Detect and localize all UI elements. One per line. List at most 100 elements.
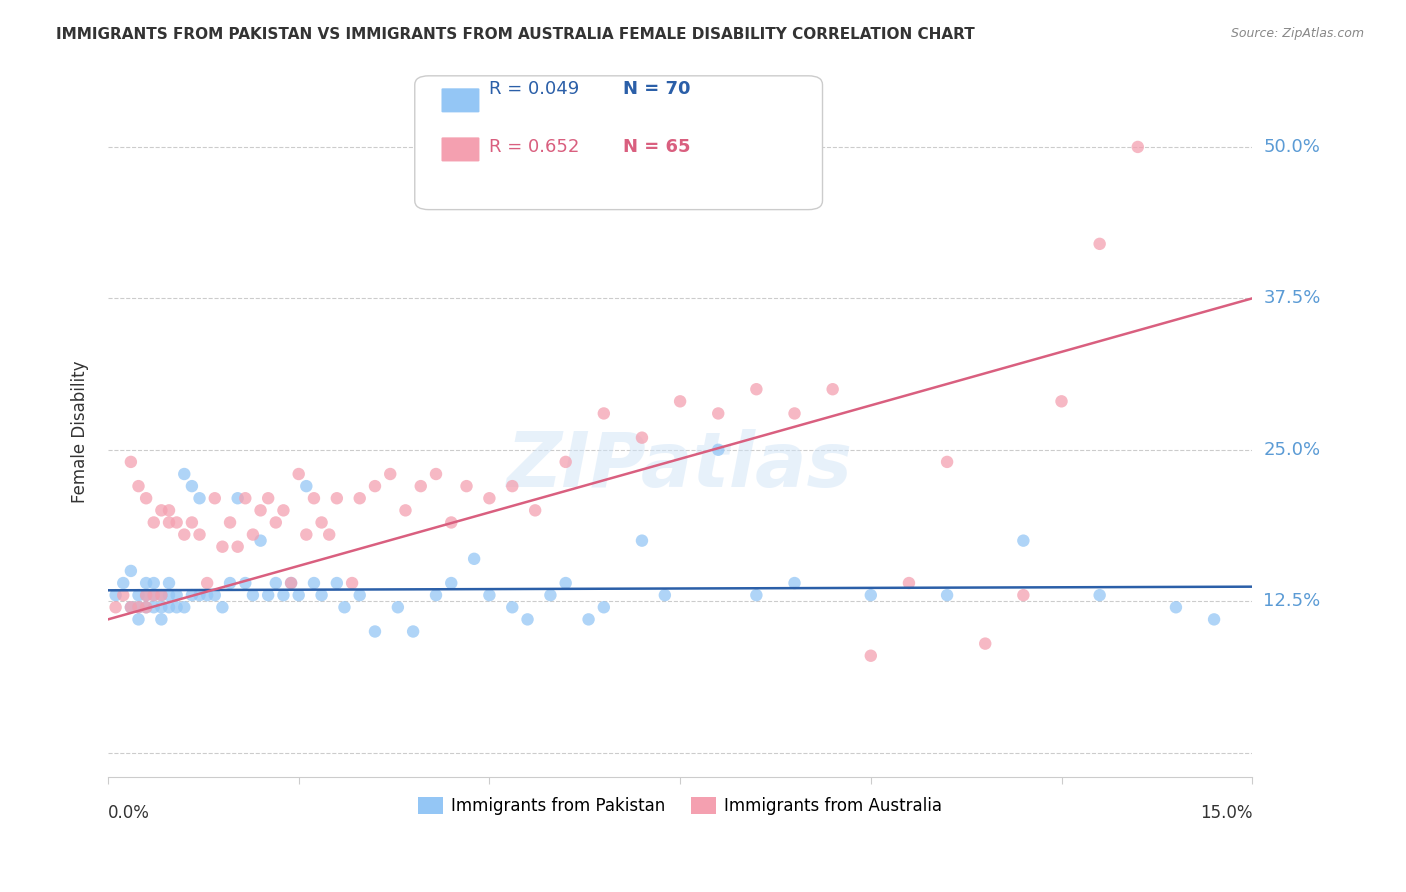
Text: 12.5%: 12.5% [1264,592,1320,610]
Point [478,588,501,602]
Legend: Immigrants from Pakistan, Immigrants from Australia: Immigrants from Pakistan, Immigrants fro… [409,789,950,824]
Point [188,588,211,602]
Point [226,540,249,554]
Text: 15.0%: 15.0% [1199,805,1253,822]
Point [128,612,150,626]
Point [1088,236,1111,251]
Point [501,479,523,493]
Point [150,503,173,517]
Point [249,533,271,548]
Point [463,551,485,566]
Point [142,588,165,602]
Point [219,516,242,530]
Text: N = 70: N = 70 [623,80,690,98]
Point [142,516,165,530]
Point [135,588,157,602]
Point [745,588,768,602]
Point [142,600,165,615]
Point [166,516,188,530]
Point [166,600,188,615]
Point [538,588,561,602]
Point [387,600,409,615]
Text: Source: ZipAtlas.com: Source: ZipAtlas.com [1230,27,1364,40]
Point [219,576,242,591]
Point [287,467,309,481]
Point [150,612,173,626]
Point [333,600,356,615]
Text: R = 0.652: R = 0.652 [489,138,579,156]
Point [349,588,371,602]
Text: N = 65: N = 65 [623,138,690,156]
Point [273,588,295,602]
Point [188,527,211,541]
Point [211,600,233,615]
Point [859,588,882,602]
Point [707,406,730,420]
Point [631,431,654,445]
Text: 25.0%: 25.0% [1264,441,1320,458]
Point [226,491,249,506]
Point [135,588,157,602]
Point [104,588,127,602]
Point [104,600,127,615]
Point [287,588,309,602]
Point [173,467,195,481]
Point [157,576,180,591]
Point [157,503,180,517]
Point [211,540,233,554]
Point [1126,140,1149,154]
Point [516,612,538,626]
Point [440,576,463,591]
Point [554,576,576,591]
Point [524,503,547,517]
Point [112,576,135,591]
Point [242,588,264,602]
Point [380,467,402,481]
Text: 37.5%: 37.5% [1264,289,1320,308]
Point [150,588,173,602]
Point [204,588,226,602]
Point [631,533,654,548]
Point [120,455,142,469]
Point [707,442,730,457]
Point [1164,600,1187,615]
Point [195,576,218,591]
Point [157,600,180,615]
Point [249,503,271,517]
Point [150,600,173,615]
Point [257,588,280,602]
Point [280,576,302,591]
Point [326,491,349,506]
Point [340,576,363,591]
Point [425,467,447,481]
Point [592,600,614,615]
Point [273,503,295,517]
Text: 0.0%: 0.0% [108,805,150,822]
Point [264,576,287,591]
Text: ZIPatlas: ZIPatlas [508,429,853,503]
Point [783,406,806,420]
Point [456,479,478,493]
Point [1088,588,1111,602]
Point [1050,394,1073,409]
Point [173,600,195,615]
Point [501,600,523,615]
Point [173,527,195,541]
Point [180,479,202,493]
Point [120,600,142,615]
Point [180,516,202,530]
Point [897,576,920,591]
Point [402,624,425,639]
Point [264,516,287,530]
Point [409,479,432,493]
Text: 50.0%: 50.0% [1264,138,1320,156]
Point [302,491,325,506]
Point [1012,588,1035,602]
Point [120,600,142,615]
Point [326,576,349,591]
Point [242,527,264,541]
Text: R = 0.049: R = 0.049 [489,80,579,98]
Point [349,491,371,506]
Point [112,588,135,602]
Point [233,576,256,591]
